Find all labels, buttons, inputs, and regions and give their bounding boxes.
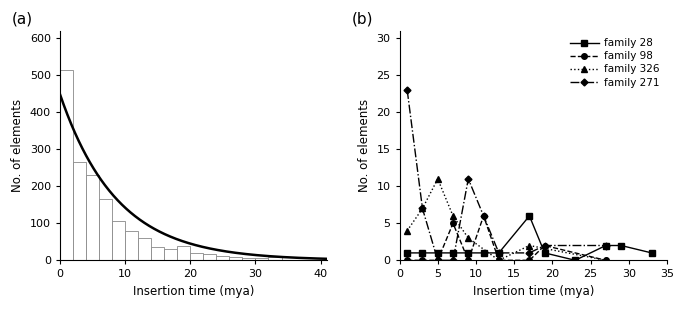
family 326 xyxy=(525,244,534,248)
family 271 xyxy=(479,214,488,218)
Bar xyxy=(86,175,99,260)
family 98 xyxy=(601,258,610,262)
Bar xyxy=(242,258,256,260)
family 326 xyxy=(434,177,442,181)
family 98 xyxy=(449,222,457,225)
Bar xyxy=(177,246,190,260)
Legend: family 28, family 98, family 326, family 271: family 28, family 98, family 326, family… xyxy=(568,36,662,90)
Line: family 271: family 271 xyxy=(405,88,608,263)
family 326 xyxy=(495,258,503,262)
family 271 xyxy=(495,251,503,255)
X-axis label: Insertion time (mya): Insertion time (mya) xyxy=(473,285,594,298)
Y-axis label: No. of elements: No. of elements xyxy=(11,99,24,192)
family 271 xyxy=(464,177,473,181)
family 28 xyxy=(403,251,411,255)
family 326 xyxy=(601,258,610,262)
family 28 xyxy=(601,244,610,248)
family 326 xyxy=(419,207,427,210)
family 271 xyxy=(540,244,549,248)
family 271 xyxy=(525,251,534,255)
Bar xyxy=(164,249,177,260)
family 271 xyxy=(434,258,442,262)
Bar xyxy=(269,257,282,260)
family 98 xyxy=(479,214,488,218)
family 98 xyxy=(464,258,473,262)
Line: family 98: family 98 xyxy=(404,213,608,263)
Line: family 28: family 28 xyxy=(404,213,654,263)
family 326 xyxy=(449,214,457,218)
family 98 xyxy=(419,258,427,262)
family 271 xyxy=(449,258,457,262)
family 98 xyxy=(403,258,411,262)
family 28 xyxy=(495,251,503,255)
family 326 xyxy=(464,236,473,240)
Bar xyxy=(60,70,73,260)
family 98 xyxy=(434,258,442,262)
family 28 xyxy=(617,244,625,248)
family 98 xyxy=(525,258,534,262)
Bar xyxy=(99,199,112,260)
family 98 xyxy=(495,258,503,262)
Bar xyxy=(203,254,216,260)
family 28 xyxy=(525,214,534,218)
family 28 xyxy=(540,251,549,255)
family 28 xyxy=(419,251,427,255)
Bar xyxy=(216,256,229,260)
Bar xyxy=(151,247,164,260)
Text: (b): (b) xyxy=(351,11,373,26)
family 28 xyxy=(479,251,488,255)
family 28 xyxy=(464,251,473,255)
family 28 xyxy=(647,251,656,255)
family 326 xyxy=(403,229,411,233)
Text: (a): (a) xyxy=(12,11,33,26)
Bar xyxy=(112,222,125,260)
Bar xyxy=(256,258,269,260)
Bar xyxy=(138,238,151,260)
Y-axis label: No. of elements: No. of elements xyxy=(358,99,371,192)
family 28 xyxy=(571,258,580,262)
family 28 xyxy=(434,251,442,255)
family 28 xyxy=(449,251,457,255)
Bar xyxy=(190,253,203,260)
Bar xyxy=(229,256,242,260)
Bar xyxy=(125,231,138,260)
Line: family 326: family 326 xyxy=(403,176,609,264)
family 271 xyxy=(601,244,610,248)
family 271 xyxy=(419,207,427,210)
Bar xyxy=(73,162,86,260)
X-axis label: Insertion time (mya): Insertion time (mya) xyxy=(133,285,254,298)
family 98 xyxy=(540,244,549,248)
family 271 xyxy=(403,88,411,92)
